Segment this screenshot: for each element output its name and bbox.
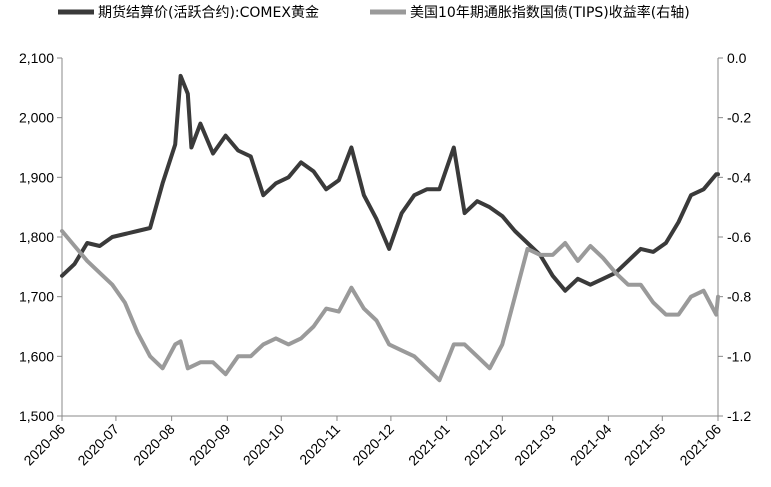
tips-yield-line bbox=[60, 229, 720, 383]
x-tick-label: 2021-05 bbox=[621, 421, 669, 469]
left-tick-label: 2,000 bbox=[19, 110, 54, 126]
right-tick-label: -1.2 bbox=[727, 408, 751, 424]
x-tick-label: 2021-06 bbox=[676, 421, 724, 469]
x-tick-label: 2021-03 bbox=[511, 421, 559, 469]
left-tick-label: 1,700 bbox=[19, 289, 54, 305]
x-tick-label: 2020-06 bbox=[20, 421, 68, 469]
left-tick-label: 2,100 bbox=[19, 50, 54, 66]
right-tick-label: -1.0 bbox=[727, 348, 751, 364]
x-tick-label: 2020-12 bbox=[349, 421, 397, 469]
x-tick-label: 2020-07 bbox=[74, 421, 122, 469]
right-tick-label: 0.0 bbox=[727, 50, 747, 66]
left-tick-label: 1,600 bbox=[19, 348, 54, 364]
gold-price-line bbox=[60, 73, 720, 293]
x-tick-label: 2021-01 bbox=[405, 421, 453, 469]
right-tick-label: -0.2 bbox=[727, 110, 751, 126]
right-tick-label: -0.6 bbox=[727, 229, 751, 245]
x-tick-label: 2020-10 bbox=[240, 421, 288, 469]
x-tick-label: 2021-04 bbox=[567, 421, 615, 469]
left-tick-label: 1,900 bbox=[19, 169, 54, 185]
x-tick-label: 2021-02 bbox=[461, 421, 509, 469]
right-tick-label: -0.4 bbox=[727, 169, 751, 185]
x-tick-label: 2020-11 bbox=[296, 421, 343, 468]
legend-label-tips: 美国10年期通胀指数国债(TIPS)收益率(右轴) bbox=[410, 4, 690, 21]
left-tick-label: 1,500 bbox=[19, 408, 54, 424]
left-tick-label: 1,800 bbox=[19, 229, 54, 245]
x-tick-label: 2020-08 bbox=[130, 421, 178, 469]
x-tick-label: 2020-09 bbox=[186, 421, 234, 469]
legend-label-gold: 期货结算价(活跃合约):COMEX黄金 bbox=[98, 4, 319, 21]
right-tick-label: -0.8 bbox=[727, 289, 751, 305]
